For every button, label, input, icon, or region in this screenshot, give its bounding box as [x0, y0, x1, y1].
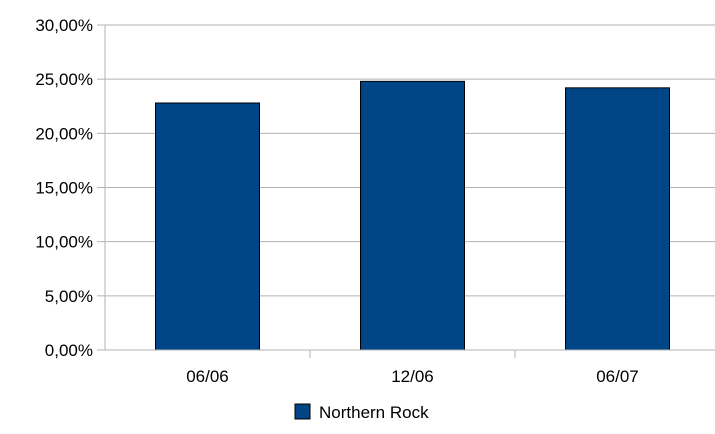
bars	[155, 80, 670, 351]
y-tick-label: 5,00%	[45, 287, 93, 306]
y-tick-label: 0,00%	[45, 341, 93, 360]
x-tick-labels: 06/06 12/06 06/07	[186, 367, 639, 386]
bar-12-06	[360, 80, 465, 351]
y-tick-labels: 0,00% 5,00% 10,00% 15,00% 20,00% 25,00% 30,00%	[35, 16, 93, 360]
y-tick-label: 15,00%	[35, 179, 93, 198]
x-tick-label: 06/06	[186, 367, 229, 386]
bar-06-07	[565, 87, 670, 351]
bar-06-06	[155, 102, 260, 351]
y-tick-label: 25,00%	[35, 70, 93, 89]
x-tick-label: 06/07	[596, 367, 639, 386]
legend-swatch	[294, 403, 311, 420]
legend: Northern Rock	[294, 403, 429, 422]
legend-label: Northern Rock	[319, 403, 429, 422]
axes	[97, 24, 715, 358]
y-tick-label: 20,00%	[35, 124, 93, 143]
y-tick-label: 30,00%	[35, 16, 93, 35]
y-tick-label: 10,00%	[35, 233, 93, 252]
x-tick-label: 12/06	[391, 367, 434, 386]
